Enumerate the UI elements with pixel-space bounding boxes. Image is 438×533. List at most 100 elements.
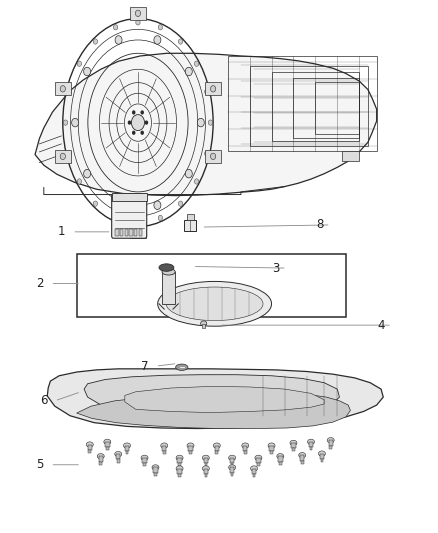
Circle shape [77, 61, 81, 66]
Ellipse shape [187, 443, 194, 448]
Circle shape [135, 10, 141, 17]
Ellipse shape [176, 364, 188, 370]
Circle shape [145, 120, 148, 125]
Ellipse shape [124, 443, 131, 448]
Bar [328, 440, 333, 446]
Circle shape [154, 201, 161, 209]
Bar [88, 450, 91, 453]
Bar [117, 459, 120, 463]
Text: 6: 6 [40, 394, 48, 407]
Ellipse shape [161, 443, 168, 448]
Bar [257, 463, 260, 466]
Circle shape [67, 151, 71, 156]
Ellipse shape [299, 453, 306, 458]
Polygon shape [84, 375, 339, 417]
Bar [230, 458, 234, 463]
Circle shape [185, 169, 192, 178]
Ellipse shape [251, 466, 258, 471]
Ellipse shape [242, 443, 249, 448]
Ellipse shape [290, 440, 297, 446]
Bar [342, 151, 359, 161]
Bar [272, 72, 359, 141]
Bar [205, 83, 221, 95]
Bar [178, 463, 181, 466]
Bar [177, 458, 182, 463]
Polygon shape [125, 386, 324, 413]
Bar [77, 254, 346, 317]
Bar [215, 446, 219, 451]
Circle shape [135, 229, 141, 235]
Bar [315, 82, 359, 134]
Circle shape [113, 25, 118, 30]
Bar [129, 229, 133, 236]
Bar [115, 229, 119, 236]
Ellipse shape [229, 465, 236, 470]
Bar [134, 229, 137, 236]
Ellipse shape [104, 439, 111, 445]
Circle shape [208, 120, 212, 125]
Circle shape [154, 36, 161, 44]
Circle shape [185, 67, 192, 76]
Ellipse shape [327, 438, 334, 443]
Text: 4: 4 [377, 319, 385, 332]
Ellipse shape [229, 455, 236, 461]
Bar [293, 78, 359, 138]
Bar [309, 442, 313, 447]
Ellipse shape [131, 115, 145, 131]
Circle shape [60, 86, 65, 92]
Bar [215, 451, 218, 454]
Bar [205, 474, 207, 477]
Bar [301, 461, 304, 464]
Circle shape [194, 179, 199, 184]
Bar [204, 469, 208, 474]
Circle shape [64, 120, 68, 125]
Ellipse shape [213, 443, 220, 448]
Circle shape [194, 61, 199, 66]
Bar [270, 451, 273, 454]
Ellipse shape [307, 439, 314, 445]
Bar [188, 446, 193, 451]
Circle shape [178, 201, 183, 206]
Bar [154, 473, 157, 476]
Bar [99, 462, 102, 465]
Bar [320, 454, 324, 459]
Bar [291, 443, 296, 448]
Circle shape [178, 39, 183, 44]
Circle shape [93, 201, 98, 206]
Ellipse shape [115, 451, 122, 457]
Bar [292, 448, 295, 451]
Bar [231, 473, 233, 476]
Circle shape [136, 20, 140, 25]
Polygon shape [47, 369, 383, 429]
Bar [244, 451, 247, 454]
Circle shape [211, 86, 216, 92]
FancyBboxPatch shape [112, 194, 147, 238]
Circle shape [141, 110, 144, 115]
Bar [130, 7, 146, 20]
Bar [126, 451, 128, 454]
Bar [231, 463, 233, 466]
Circle shape [115, 36, 122, 44]
Text: 5: 5 [36, 458, 43, 471]
Bar [184, 220, 196, 231]
Text: 1: 1 [57, 225, 65, 238]
Bar [105, 442, 110, 447]
Bar [142, 458, 147, 463]
Ellipse shape [86, 442, 93, 447]
Bar [124, 229, 128, 236]
Circle shape [158, 25, 162, 30]
Bar [55, 150, 71, 163]
Polygon shape [35, 53, 377, 196]
Text: 2: 2 [35, 277, 43, 290]
Circle shape [84, 67, 91, 76]
Bar [204, 458, 208, 463]
Circle shape [211, 153, 216, 159]
Bar [279, 462, 282, 465]
Bar [256, 458, 261, 463]
Circle shape [67, 89, 71, 94]
Bar [329, 446, 332, 449]
Bar [269, 446, 274, 451]
Bar [228, 56, 377, 151]
Bar [300, 455, 304, 461]
Circle shape [136, 220, 140, 225]
